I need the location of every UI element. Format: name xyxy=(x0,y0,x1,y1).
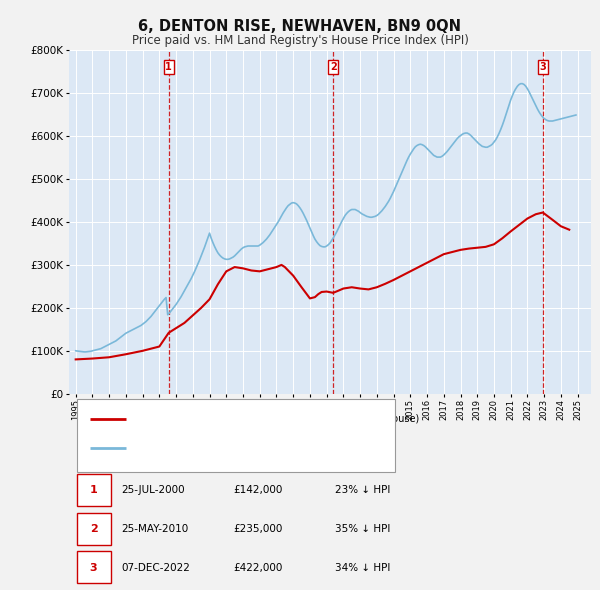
Text: 25-MAY-2010: 25-MAY-2010 xyxy=(121,524,188,534)
Text: Price paid vs. HM Land Registry's House Price Index (HPI): Price paid vs. HM Land Registry's House … xyxy=(131,34,469,47)
FancyBboxPatch shape xyxy=(77,399,395,472)
Text: £235,000: £235,000 xyxy=(233,524,283,534)
Text: 6, DENTON RISE, NEWHAVEN, BN9 0QN (detached house): 6, DENTON RISE, NEWHAVEN, BN9 0QN (detac… xyxy=(137,414,419,424)
FancyBboxPatch shape xyxy=(77,474,111,506)
Text: £422,000: £422,000 xyxy=(233,563,283,573)
Text: 35% ↓ HPI: 35% ↓ HPI xyxy=(335,524,391,534)
Text: 6, DENTON RISE, NEWHAVEN, BN9 0QN: 6, DENTON RISE, NEWHAVEN, BN9 0QN xyxy=(139,19,461,34)
Text: 07-DEC-2022: 07-DEC-2022 xyxy=(121,563,190,573)
FancyBboxPatch shape xyxy=(77,551,111,583)
Text: 3: 3 xyxy=(539,62,546,72)
FancyBboxPatch shape xyxy=(77,513,111,545)
Text: 2: 2 xyxy=(330,62,337,72)
Text: HPI: Average price, detached house, Lewes: HPI: Average price, detached house, Lewe… xyxy=(137,443,348,453)
Text: 1: 1 xyxy=(89,486,97,496)
Text: 1: 1 xyxy=(166,62,172,72)
Text: 25-JUL-2000: 25-JUL-2000 xyxy=(121,486,185,496)
Text: 23% ↓ HPI: 23% ↓ HPI xyxy=(335,486,391,496)
Text: 3: 3 xyxy=(90,563,97,573)
Text: 2: 2 xyxy=(89,524,97,534)
Text: 34% ↓ HPI: 34% ↓ HPI xyxy=(335,563,391,573)
Text: £142,000: £142,000 xyxy=(233,486,283,496)
